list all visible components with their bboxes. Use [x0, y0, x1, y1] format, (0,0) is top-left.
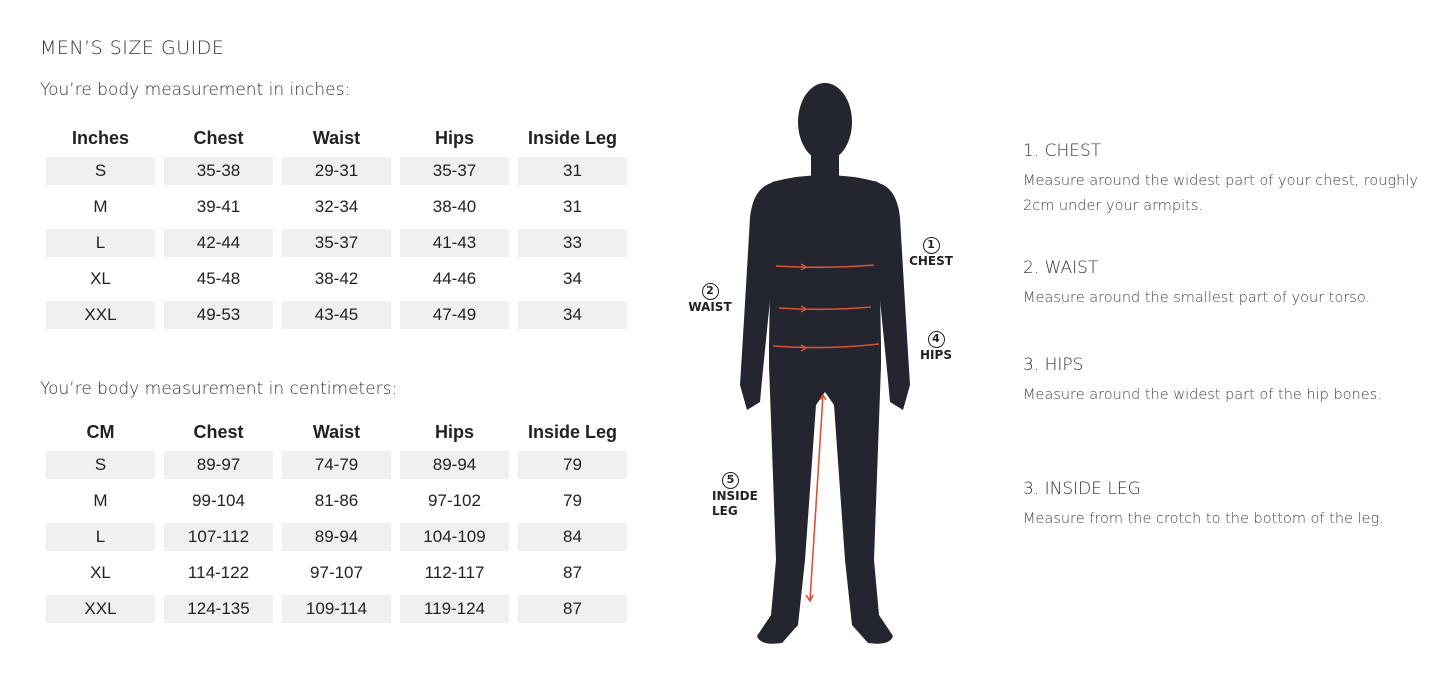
body-silhouette — [740, 83, 910, 644]
chest-label: 1 CHEST — [909, 237, 953, 268]
measurement-cell: 79 — [563, 491, 582, 510]
measurement-cell: 32-34 — [314, 197, 359, 216]
measurement-cell: 87 — [563, 563, 582, 582]
size-cell: XL — [90, 563, 111, 582]
page-title: MEN’S SIZE GUIDE — [40, 37, 225, 59]
step-waist: 2. WAIST Measure around the smallest par… — [1023, 258, 1371, 306]
column-header: Inside Leg — [527, 421, 617, 442]
measurement-cell: 38-42 — [314, 269, 359, 288]
hips-line — [772, 343, 880, 349]
measurement-cell: 124-135 — [164, 595, 273, 623]
measurement-cell: 34 — [518, 301, 627, 329]
measurement-cell: 79 — [518, 451, 627, 479]
column-header: Waist — [312, 127, 361, 148]
measurement-cell: 49-53 — [164, 301, 273, 329]
hips-label: 4 HIPS — [920, 331, 952, 362]
column-header: CM — [86, 421, 115, 442]
measurement-cell: 74-79 — [282, 451, 391, 479]
waist-arrow-icon — [800, 305, 808, 313]
measurement-cell: 39-41 — [196, 197, 241, 216]
measurement-cell: 84 — [518, 523, 627, 551]
measurement-cell: 35-37 — [400, 157, 509, 185]
hips-arrow-icon — [800, 344, 808, 352]
measurement-cell: 114-122 — [187, 563, 250, 582]
inside-leg-label: 5 INSIDE LEG — [712, 472, 758, 518]
chest-arrow-icon — [800, 263, 808, 271]
column-header: Chest — [193, 421, 244, 442]
waist-line — [778, 306, 872, 311]
measurement-cell: 44-46 — [432, 269, 477, 288]
table-header-row: Inches Chest Waist Hips Inside Leg — [46, 127, 627, 149]
measurement-cell: 31 — [563, 197, 582, 216]
column-header: Waist — [312, 421, 361, 442]
inches-caption: You’re body measurement in inches: — [40, 80, 351, 100]
measurement-cell: 89-94 — [282, 523, 391, 551]
column-header: Inside Leg — [527, 127, 617, 148]
inside-leg-arrow-icon — [805, 393, 827, 603]
column-header: Hips — [434, 127, 474, 148]
size-cell: L — [46, 523, 155, 551]
measurement-cell: 109-114 — [282, 595, 391, 623]
step-hips: 3. HIPS Measure around the widest part o… — [1023, 355, 1382, 403]
chest-line — [775, 264, 875, 269]
measurement-cell: 97-107 — [310, 563, 363, 582]
table-header-row: CM Chest Waist Hips Inside Leg — [46, 421, 627, 443]
measurement-cell: 41-43 — [400, 229, 509, 257]
size-cell: M — [93, 491, 108, 510]
measurement-cell: 43-45 — [282, 301, 391, 329]
step-chest: 1. CHEST Measure around the widest part … — [1023, 141, 1418, 214]
table-row: M 39-41 32-34 38-40 31 — [46, 193, 627, 221]
measurement-cell: 87 — [518, 595, 627, 623]
measurement-cell: 107-112 — [164, 523, 273, 551]
measurement-cell: 81-86 — [314, 491, 359, 510]
measurement-cell: 35-37 — [282, 229, 391, 257]
measurement-cell: 99-104 — [192, 491, 245, 510]
table-row: L 42-44 35-37 41-43 33 — [46, 229, 627, 257]
measurement-cell: 42-44 — [164, 229, 273, 257]
size-cell: S — [46, 451, 155, 479]
measurement-cell: 89-97 — [164, 451, 273, 479]
size-cell: XXL — [46, 301, 155, 329]
table-row: XL 45-48 38-42 44-46 34 — [46, 265, 627, 293]
column-header: Chest — [193, 127, 244, 148]
measurement-cell: 112-117 — [424, 563, 485, 582]
measurement-cell: 97-102 — [428, 491, 481, 510]
column-header: Hips — [434, 421, 474, 442]
measurement-cell: 29-31 — [282, 157, 391, 185]
inches-size-table: Inches Chest Waist Hips Inside Leg S 35-38 29-3… — [37, 119, 636, 337]
cm-size-table: CM Chest Waist Hips Inside Leg S 89-97 74-79 89-… — [37, 413, 636, 631]
measurement-cell: 34 — [563, 269, 582, 288]
measurement-cell: 45-48 — [196, 269, 241, 288]
body-figure — [740, 83, 910, 644]
measurement-cell: 31 — [518, 157, 627, 185]
table-row: S 89-97 74-79 89-94 79 — [46, 451, 627, 479]
waist-label: 2 WAIST — [688, 283, 732, 314]
table-row: XL 114-122 97-107 112-117 87 — [46, 559, 627, 587]
measurement-cell: 33 — [518, 229, 627, 257]
size-cell: XXL — [46, 595, 155, 623]
size-cell: M — [93, 197, 108, 216]
column-header: Inches — [71, 127, 130, 148]
table-row: XXL 49-53 43-45 47-49 34 — [46, 301, 627, 329]
table-row: S 35-38 29-31 35-37 31 — [46, 157, 627, 185]
measurement-cell: 119-124 — [400, 595, 509, 623]
size-cell: S — [46, 157, 155, 185]
table-row: XXL 124-135 109-114 119-124 87 — [46, 595, 627, 623]
measurement-cell: 89-94 — [400, 451, 509, 479]
cm-caption: You’re body measurement in centimeters: — [40, 379, 398, 399]
size-cell: XL — [90, 269, 111, 288]
measurement-cell: 38-40 — [432, 197, 477, 216]
measurement-cell: 104-109 — [400, 523, 509, 551]
size-cell: L — [46, 229, 155, 257]
table-row: M 99-104 81-86 97-102 79 — [46, 487, 627, 515]
inside-leg-line — [809, 394, 824, 601]
measurement-cell: 47-49 — [400, 301, 509, 329]
measurement-cell: 35-38 — [164, 157, 273, 185]
step-inside-leg: 3. INSIDE LEG Measure from the crotch to… — [1023, 479, 1384, 527]
measure-lines — [772, 263, 880, 603]
table-row: L 107-112 89-94 104-109 84 — [46, 523, 627, 551]
